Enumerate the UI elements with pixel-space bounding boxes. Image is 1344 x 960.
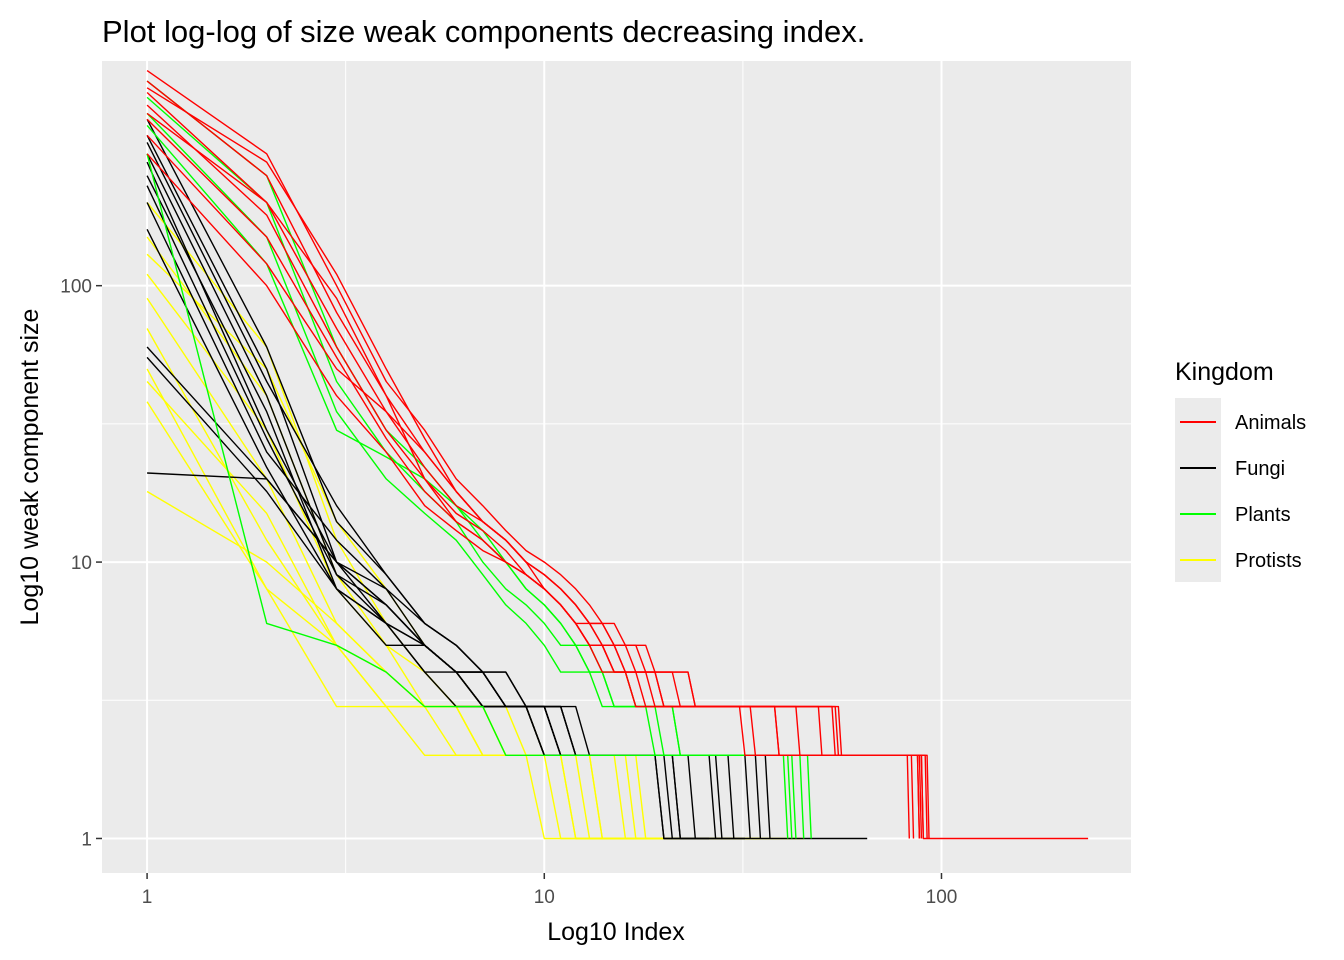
- legend: Kingdom Animals Fungi Plants Protists: [1175, 358, 1306, 582]
- legend-label-fungi: Fungi: [1235, 458, 1285, 480]
- legend-label-animals: Animals: [1235, 412, 1306, 434]
- plot-panel: [102, 61, 1131, 873]
- series-line-animals: [146, 87, 930, 839]
- x-tick-label: 1: [142, 887, 153, 908]
- legend-label-protists: Protists: [1235, 550, 1302, 572]
- series-lines: [146, 70, 1089, 840]
- legend-label-plants: Plants: [1235, 504, 1291, 526]
- legend-key-background: [1175, 398, 1221, 582]
- x-tick-label: 100: [926, 887, 958, 908]
- y-tick-label: 100: [60, 277, 92, 298]
- legend-title: Kingdom: [1175, 358, 1274, 386]
- y-tick-label: 10: [71, 553, 92, 574]
- x-tick-label: 10: [534, 887, 555, 908]
- chart-title: Plot log-log of size weak components dec…: [102, 14, 865, 49]
- y-axis-title: Log10 weak component size: [16, 309, 44, 626]
- axes: 1 10 100 1 10 100: [60, 277, 957, 908]
- grid-lines: [102, 61, 1131, 873]
- y-tick-label: 1: [81, 829, 92, 850]
- x-axis-title: Log10 Index: [547, 918, 685, 946]
